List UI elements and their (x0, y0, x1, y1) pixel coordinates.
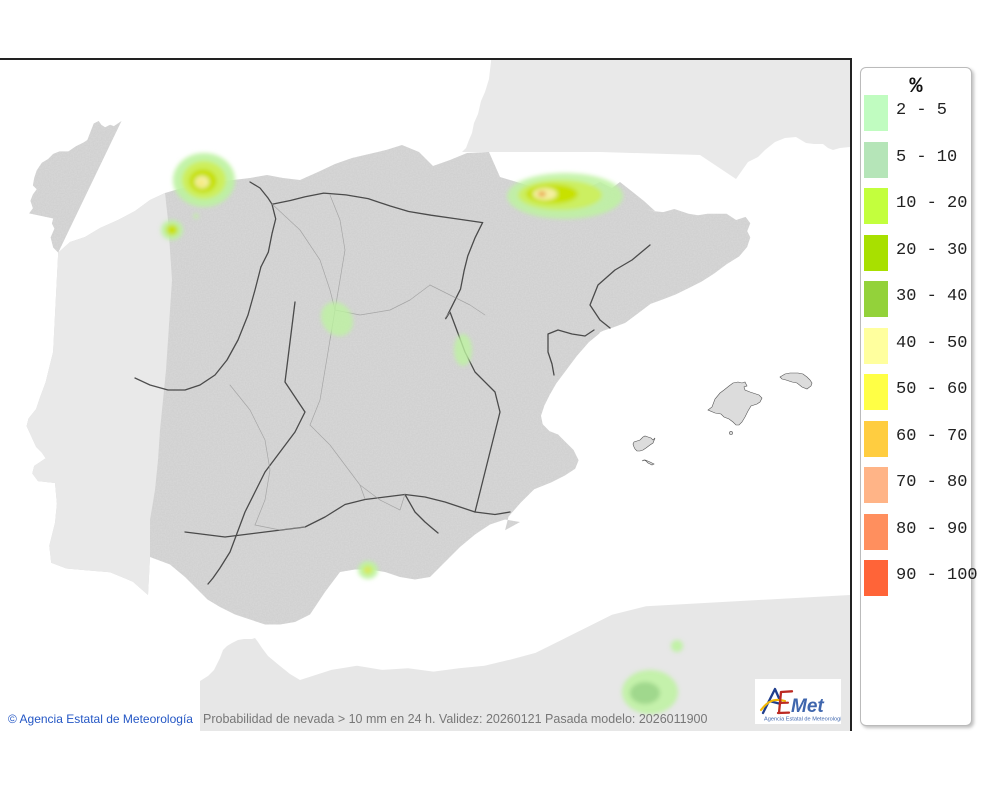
svg-text:Met: Met (791, 696, 824, 717)
svg-text:Agencia Estatal de Meteorologí: Agencia Estatal de Meteorología (764, 717, 841, 723)
